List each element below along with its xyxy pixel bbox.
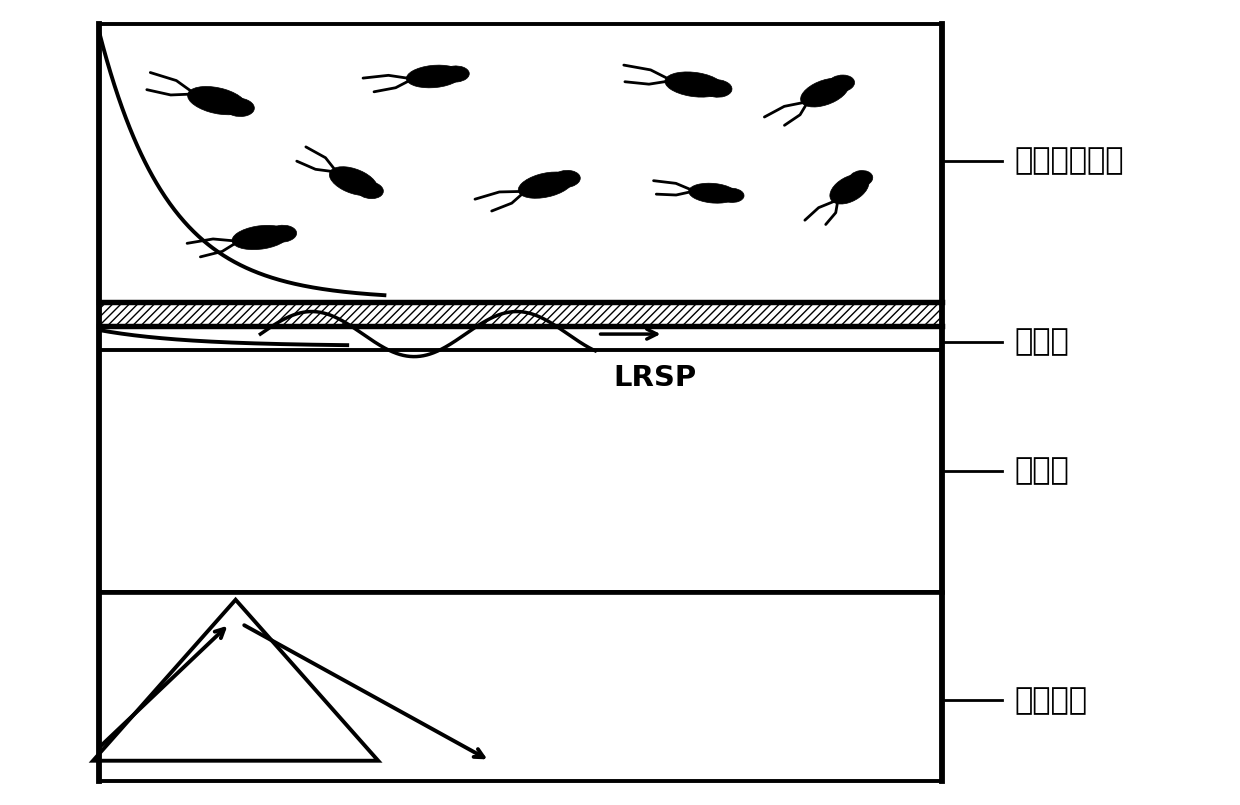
Text: 微流控测试池: 微流控测试池 [1014,147,1123,175]
Ellipse shape [552,171,580,188]
Bar [99,24,942,326]
Ellipse shape [357,182,383,199]
Text: 缓冲层: 缓冲层 [1014,456,1069,485]
Ellipse shape [441,66,469,82]
Ellipse shape [223,98,254,117]
Ellipse shape [702,80,732,97]
Bar [99,326,942,350]
Ellipse shape [330,167,377,196]
Ellipse shape [828,75,854,92]
Bar [99,302,942,326]
Ellipse shape [830,175,869,204]
Ellipse shape [801,78,848,107]
Ellipse shape [688,184,738,203]
Ellipse shape [268,225,296,242]
Text: 玻璃基底: 玻璃基底 [1014,686,1087,715]
Text: LRSP: LRSP [614,365,697,392]
Ellipse shape [407,65,461,88]
Ellipse shape [665,72,724,97]
Ellipse shape [518,172,573,198]
Text: 金属层: 金属层 [1014,328,1069,357]
Ellipse shape [187,86,247,115]
Bar [99,592,942,781]
Ellipse shape [719,188,744,203]
Ellipse shape [849,171,873,187]
Ellipse shape [232,225,289,250]
